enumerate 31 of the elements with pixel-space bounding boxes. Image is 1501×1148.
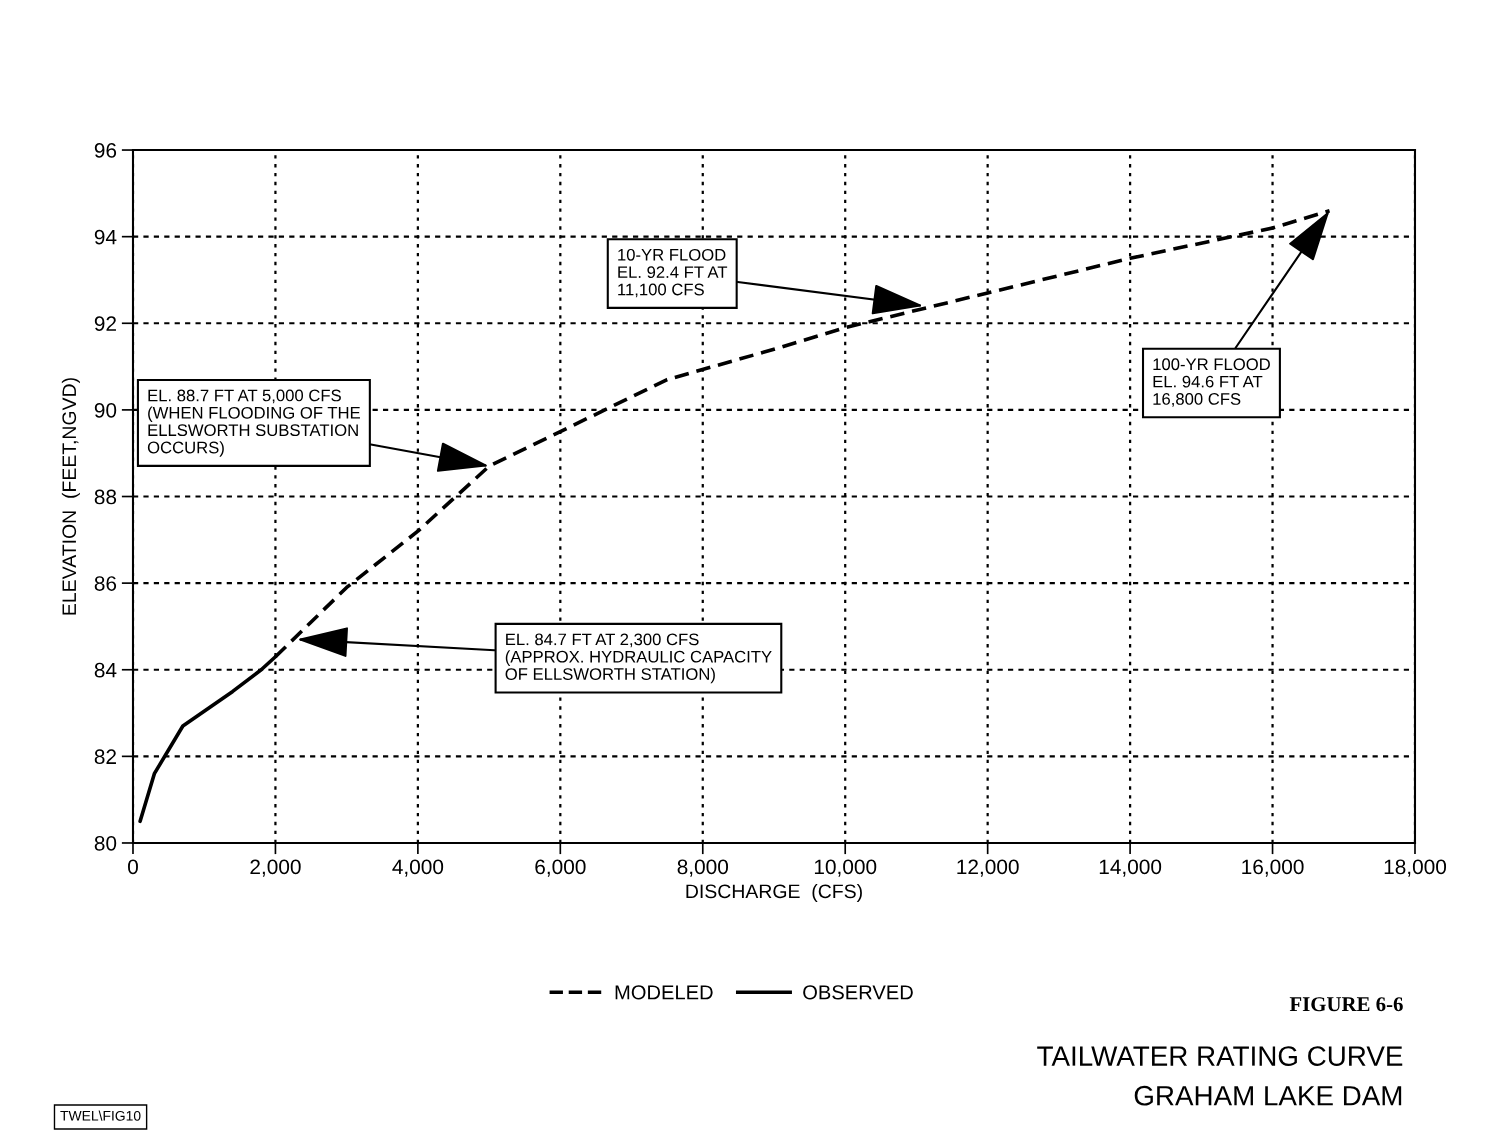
annotation: 10-YR FLOOD EL. 92.4 FT AT 11,100 CFS xyxy=(618,248,728,298)
text: TAILWATER RATING CURVE xyxy=(1037,1046,1403,1066)
x-tick-label: 0 xyxy=(128,859,138,875)
y-tick-label: 94 xyxy=(94,229,117,245)
x-tick-label: 16,000 xyxy=(1242,859,1304,877)
y-tick-label: 80 xyxy=(94,835,117,851)
y-tick-label: 86 xyxy=(94,576,117,591)
annotation: EL. 88.7 FT AT 5,000 CFS (WHEN FLOODING OF THE ELLSWORTH SUBSTATION OCCURS) xyxy=(147,389,360,457)
text: GRAHAM LAKE DAM xyxy=(1134,1085,1402,1106)
legend-label: OBSERVED xyxy=(803,985,913,1000)
caption: FIGURE 6-6 xyxy=(1289,997,1403,1012)
y-axis-title: ELEVATION (FEET,NGVD) xyxy=(61,378,80,615)
x-tick-label: 4,000 xyxy=(392,859,444,877)
y-tick-label: 84 xyxy=(94,662,117,678)
y-tick-label: 96 xyxy=(94,143,117,158)
x-tick-label: 12,000 xyxy=(957,859,1019,877)
y-tick-label: 90 xyxy=(94,402,117,418)
x-tick-label: 6,000 xyxy=(535,859,586,877)
x-tick-label: 14,000 xyxy=(1099,859,1162,877)
x-axis-title: DISCHARGE (CFS) xyxy=(686,883,862,903)
y-tick-label: 88 xyxy=(94,489,117,505)
x-tick-label: 18,000 xyxy=(1384,859,1447,877)
x-tick-label: 2,000 xyxy=(250,859,301,877)
y-tick-label: 82 xyxy=(94,749,116,765)
x-tick-label: 8,000 xyxy=(677,859,729,877)
annotation: 100-YR FLOOD EL. 94.6 FT AT 16,800 CFS xyxy=(1153,358,1270,407)
y-tick-label: 92 xyxy=(94,316,116,332)
text: TWEL\FIG10 xyxy=(60,1110,141,1121)
x-tick-label: 10,000 xyxy=(814,859,877,877)
annotation: EL. 84.7 FT AT 2,300 CFS (APPROX. HYDRAULIC CAPACITY OF ELLSWORTH STATION) xyxy=(505,633,772,684)
legend-label: MODELED xyxy=(615,985,713,1000)
